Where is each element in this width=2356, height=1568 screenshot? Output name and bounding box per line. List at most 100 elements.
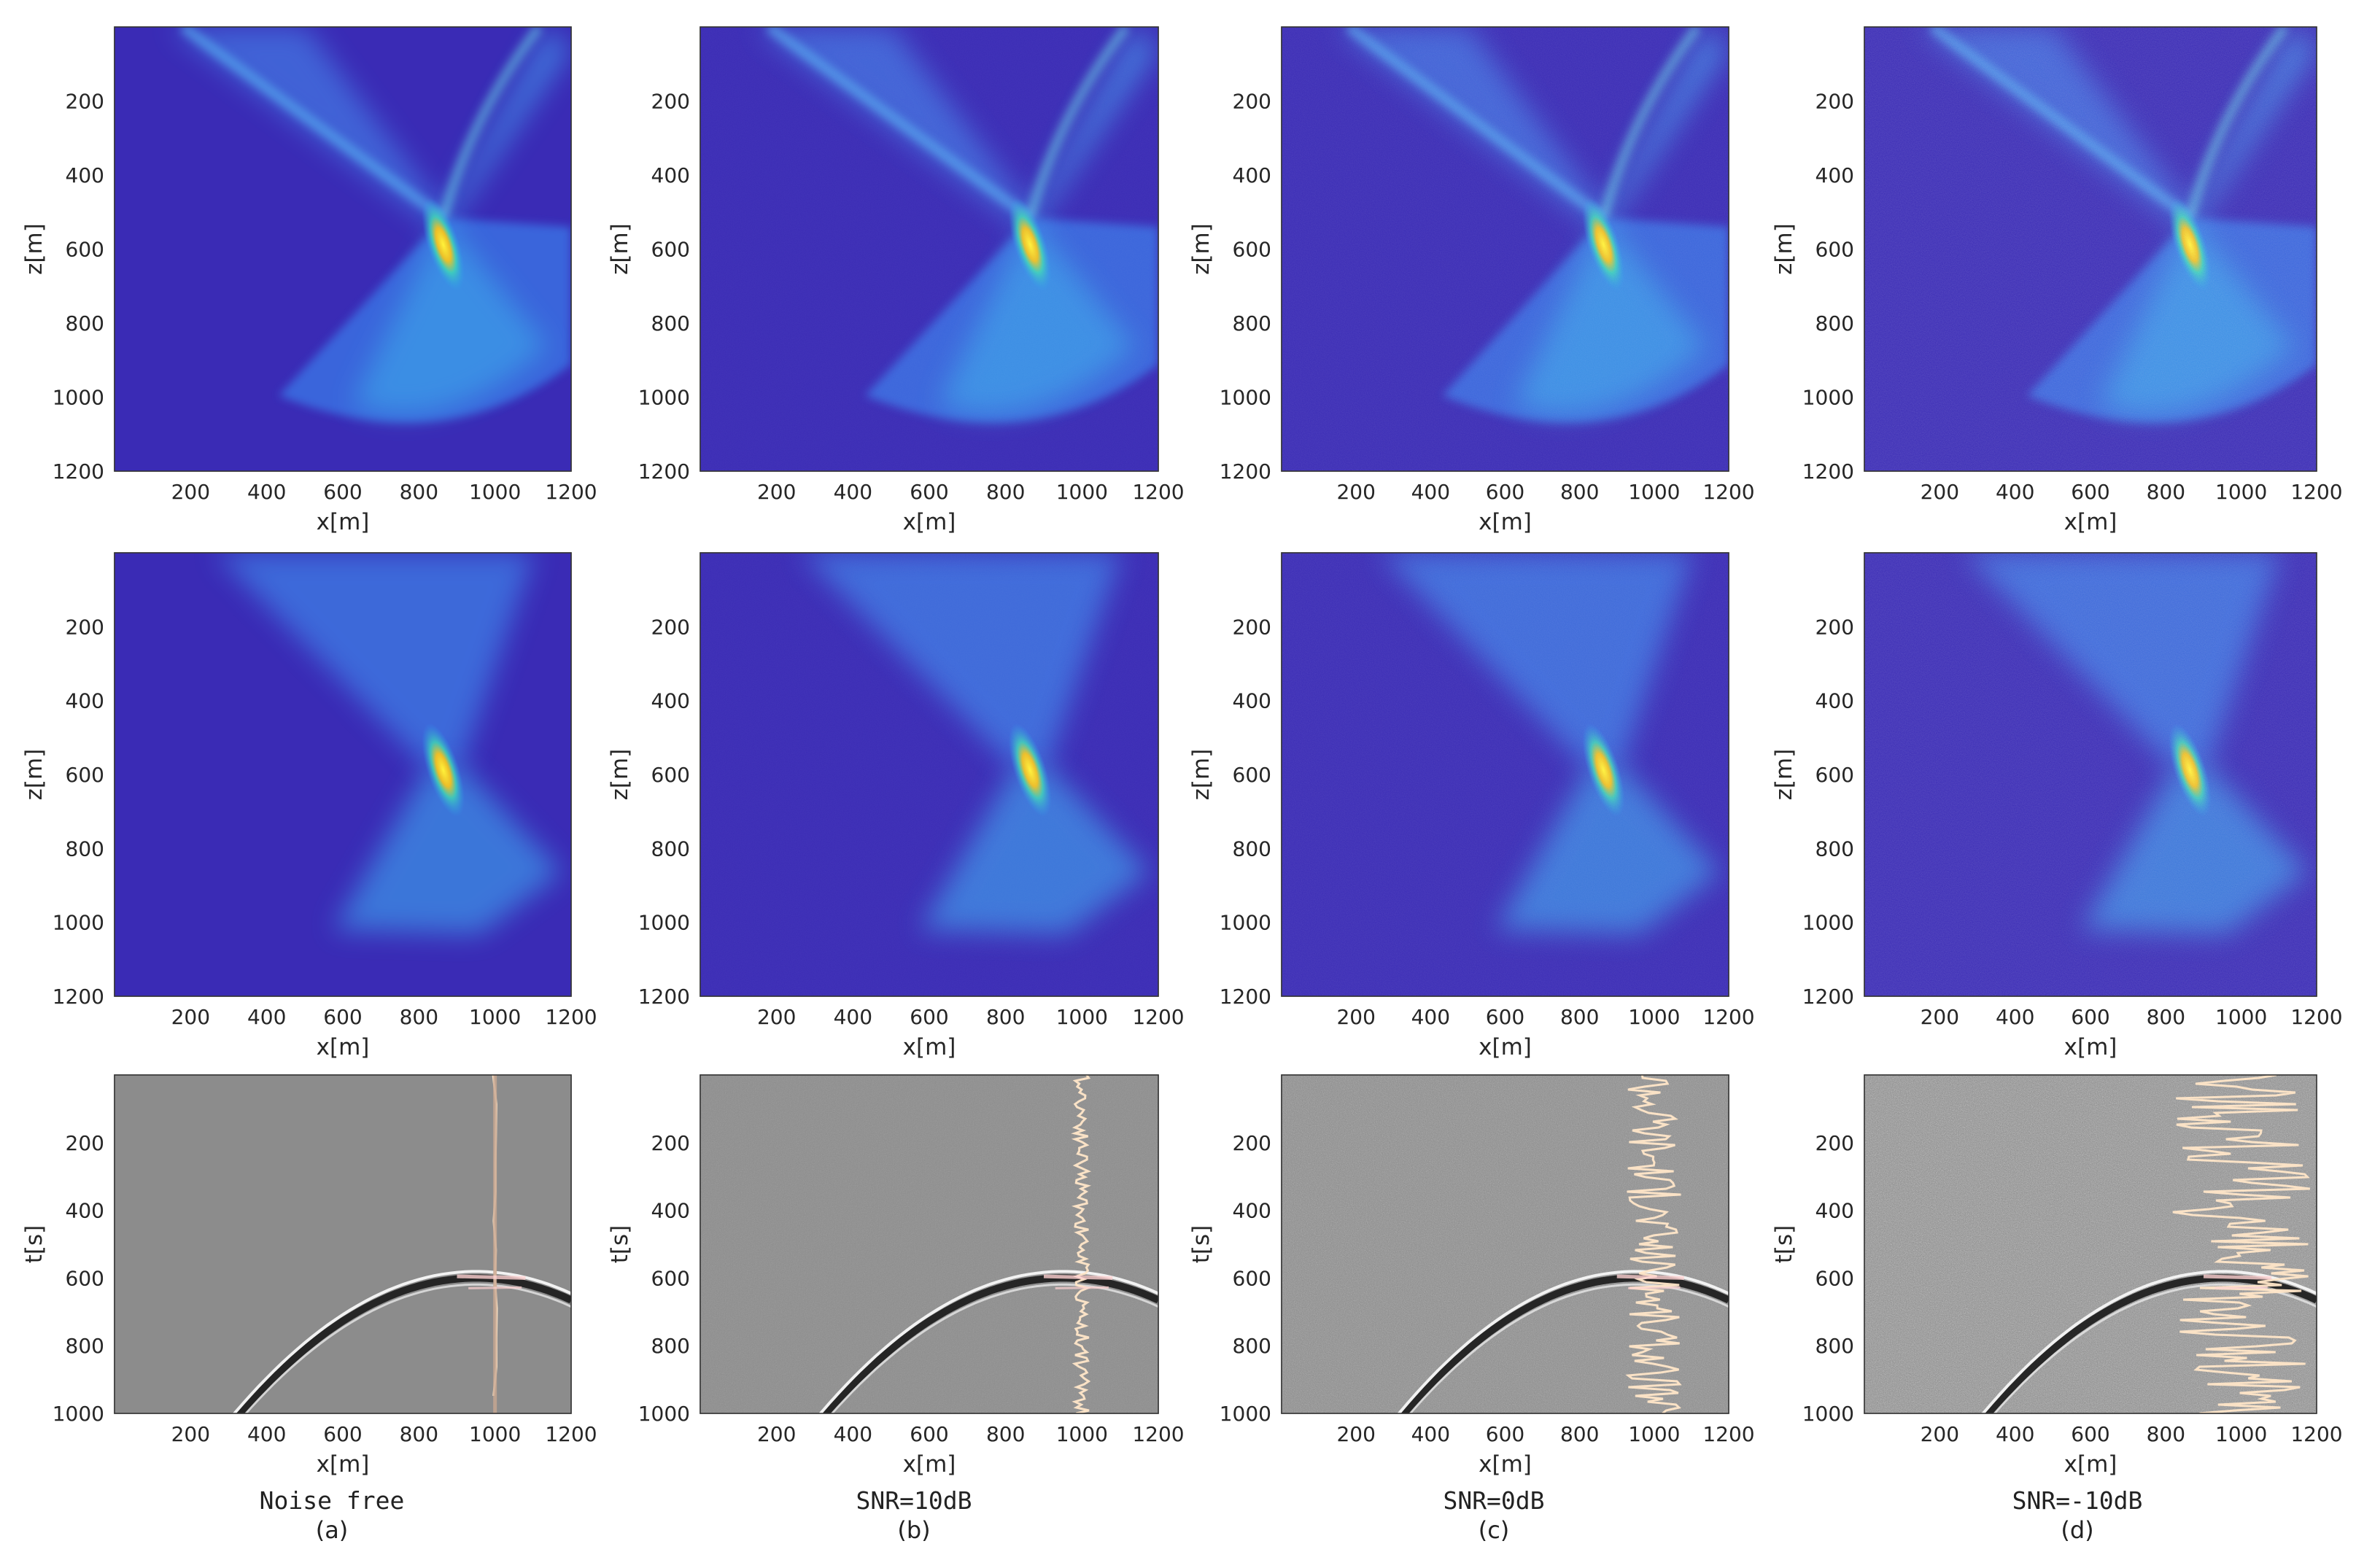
image-top-b-ytick-600: 600 bbox=[651, 238, 690, 262]
gather-c-xtick-400: 400 bbox=[1411, 1422, 1450, 1446]
image-middle-a-xtick-600: 600 bbox=[323, 1005, 362, 1029]
image-top-b-ytick-800: 800 bbox=[651, 311, 690, 335]
image-top-a-ylabel: z[m] bbox=[21, 223, 47, 275]
gather-a-ytick-200: 200 bbox=[66, 1131, 104, 1155]
gather-b-xtick-600: 600 bbox=[910, 1422, 948, 1446]
image-middle-b-xtick-800: 800 bbox=[986, 1005, 1025, 1029]
gather-c-ytick-400: 400 bbox=[1233, 1199, 1271, 1223]
image-middle-b-ytick-800: 800 bbox=[651, 837, 690, 861]
image-top-c-ytick-1200: 1200 bbox=[1220, 459, 1271, 484]
image-top-d-ytick-600: 600 bbox=[1816, 238, 1854, 262]
image-middle-d-ytick-800: 800 bbox=[1816, 837, 1854, 861]
image-top-a-image bbox=[115, 27, 571, 471]
image-top-b-xtick-200: 200 bbox=[757, 480, 796, 504]
gather-a-ytick-800: 800 bbox=[66, 1334, 104, 1358]
image-middle-c-ytick-600: 600 bbox=[1233, 763, 1271, 787]
image-top-c-ytick-1000: 1000 bbox=[1220, 386, 1271, 410]
image-middle-b-ylabel: z[m] bbox=[607, 749, 633, 801]
image-top-c-image bbox=[1282, 27, 1729, 471]
caption-b: SNR=10dB (b) bbox=[622, 1486, 1206, 1545]
image-middle-c-ytick-200: 200 bbox=[1233, 615, 1271, 639]
image-middle-b-xtick-1200: 1200 bbox=[1132, 1005, 1184, 1029]
gather-c-ytick-200: 200 bbox=[1233, 1131, 1271, 1155]
image-top-d-xtick-400: 400 bbox=[1996, 480, 2034, 504]
caption-label-d: (d) bbox=[2061, 1516, 2094, 1544]
gather-d-ytick-800: 800 bbox=[1816, 1334, 1854, 1358]
image-middle-b-ytick-1000: 1000 bbox=[638, 911, 690, 935]
gather-a-xtick-1000: 1000 bbox=[469, 1422, 521, 1446]
image-middle-c-ytick-800: 800 bbox=[1233, 837, 1271, 861]
gather-c-xtick-600: 600 bbox=[1486, 1422, 1524, 1446]
image-middle-c-xlabel: x[m] bbox=[1479, 1034, 1532, 1060]
image-middle-b-ytick-1200: 1200 bbox=[638, 985, 690, 1009]
image-middle-a-xtick-200: 200 bbox=[171, 1005, 210, 1029]
image-middle-a-xtick-800: 800 bbox=[400, 1005, 438, 1029]
image-middle-d-xtick-400: 400 bbox=[1996, 1005, 2034, 1029]
image-top-a-ytick-400: 400 bbox=[66, 163, 104, 187]
gather-d-xtick-600: 600 bbox=[2071, 1422, 2109, 1446]
caption-text-c: SNR=0dB bbox=[1443, 1486, 1545, 1515]
image-top-a-xtick-1000: 1000 bbox=[469, 480, 521, 504]
image-middle-d-xlabel: x[m] bbox=[2064, 1034, 2117, 1060]
panel-image-middle-b: 200 400 600 800 1000 1200 200 400 600 800 1000 1200… bbox=[607, 552, 1185, 1060]
image-top-b-ytick-200: 200 bbox=[651, 90, 690, 114]
gather-b-ytick-400: 400 bbox=[651, 1199, 690, 1223]
image-top-d-image bbox=[1864, 27, 2317, 471]
image-top-b-xlabel: x[m] bbox=[903, 509, 956, 535]
image-top-d-ytick-800: 800 bbox=[1816, 311, 1854, 335]
image-middle-c-xtick-800: 800 bbox=[1560, 1005, 1599, 1029]
caption-c: SNR=0dB (c) bbox=[1202, 1486, 1786, 1545]
panel-image-middle-a: 200 400 600 800 1000 1200 200 400 600 800 1000 1200… bbox=[21, 552, 597, 1060]
gather-a-ytick-600: 600 bbox=[66, 1266, 104, 1290]
gather-d-xtick-1000: 1000 bbox=[2215, 1422, 2267, 1446]
panel-gather-d: 200 400 600 800 1000 1200 200 400 600 800 1000 x[m]… bbox=[1771, 1074, 2343, 1478]
image-top-c-xtick-1200: 1200 bbox=[1702, 480, 1754, 504]
gather-a-ytick-400: 400 bbox=[66, 1199, 104, 1223]
image-top-c-xtick-1000: 1000 bbox=[1628, 480, 1680, 504]
panel-image-middle-c: 200 400 600 800 1000 1200 200 400 600 800 1000 1200… bbox=[1188, 552, 1755, 1060]
image-middle-b-image bbox=[700, 553, 1158, 996]
caption-label-b: (b) bbox=[897, 1516, 931, 1544]
image-top-b-xtick-1000: 1000 bbox=[1056, 480, 1108, 504]
image-middle-d-ytick-400: 400 bbox=[1816, 689, 1854, 713]
caption-text-d: SNR=-10dB bbox=[2012, 1486, 2143, 1515]
image-middle-c-ytick-400: 400 bbox=[1233, 689, 1271, 713]
gather-b-xtick-800: 800 bbox=[986, 1422, 1025, 1446]
image-top-b-xtick-1200: 1200 bbox=[1132, 480, 1184, 504]
image-middle-c-xtick-400: 400 bbox=[1411, 1005, 1450, 1029]
panel-gather-a: 200 400 600 800 1000 1200 200 400 600 800 1000 x[m]… bbox=[21, 1074, 597, 1478]
panel-image-middle-d: 200 400 600 800 1000 1200 200 400 600 800 1000 1200… bbox=[1771, 552, 2343, 1060]
gather-c-gather bbox=[1282, 1075, 1729, 1413]
gather-d-xlabel: x[m] bbox=[2064, 1451, 2117, 1478]
gather-b-xtick-400: 400 bbox=[834, 1422, 872, 1446]
image-top-a-xtick-1200: 1200 bbox=[545, 480, 597, 504]
gather-c-ytick-600: 600 bbox=[1233, 1266, 1271, 1290]
image-middle-c-xtick-1200: 1200 bbox=[1702, 1005, 1754, 1029]
gather-b-xtick-200: 200 bbox=[757, 1422, 796, 1446]
gather-a-xtick-200: 200 bbox=[171, 1422, 210, 1446]
image-top-c-xtick-400: 400 bbox=[1411, 480, 1450, 504]
caption-label-c: (c) bbox=[1478, 1516, 1510, 1544]
image-top-d-ylabel: z[m] bbox=[1771, 223, 1797, 275]
gather-d-xtick-200: 200 bbox=[1921, 1422, 1959, 1446]
image-middle-b-ytick-600: 600 bbox=[651, 763, 690, 787]
caption-text-b: SNR=10dB bbox=[856, 1486, 972, 1515]
gather-a-xtick-600: 600 bbox=[323, 1422, 362, 1446]
image-middle-a-xtick-1200: 1200 bbox=[545, 1005, 597, 1029]
image-middle-d-ytick-600: 600 bbox=[1816, 763, 1854, 787]
panel-gather-c: 200 400 600 800 1000 1200 200 400 600 800 1000 x[m]… bbox=[1188, 1074, 1755, 1478]
gather-b-ytick-600: 600 bbox=[651, 1266, 690, 1290]
gather-d-xtick-1200: 1200 bbox=[2290, 1422, 2342, 1446]
image-middle-a-image bbox=[115, 553, 571, 996]
image-top-d-xtick-800: 800 bbox=[2147, 480, 2185, 504]
image-top-a-ytick-200: 200 bbox=[66, 90, 104, 114]
image-top-b-xtick-400: 400 bbox=[834, 480, 872, 504]
gather-b-xtick-1000: 1000 bbox=[1056, 1422, 1108, 1446]
gather-a-ylabel: t[s] bbox=[21, 1225, 47, 1264]
image-top-c-ytick-800: 800 bbox=[1233, 311, 1271, 335]
image-top-a-ytick-600: 600 bbox=[66, 238, 104, 262]
image-top-d-ytick-400: 400 bbox=[1816, 163, 1854, 187]
gather-c-ytick-800: 800 bbox=[1233, 1334, 1271, 1358]
image-middle-a-ytick-200: 200 bbox=[66, 615, 104, 639]
image-middle-c-xtick-600: 600 bbox=[1486, 1005, 1524, 1029]
